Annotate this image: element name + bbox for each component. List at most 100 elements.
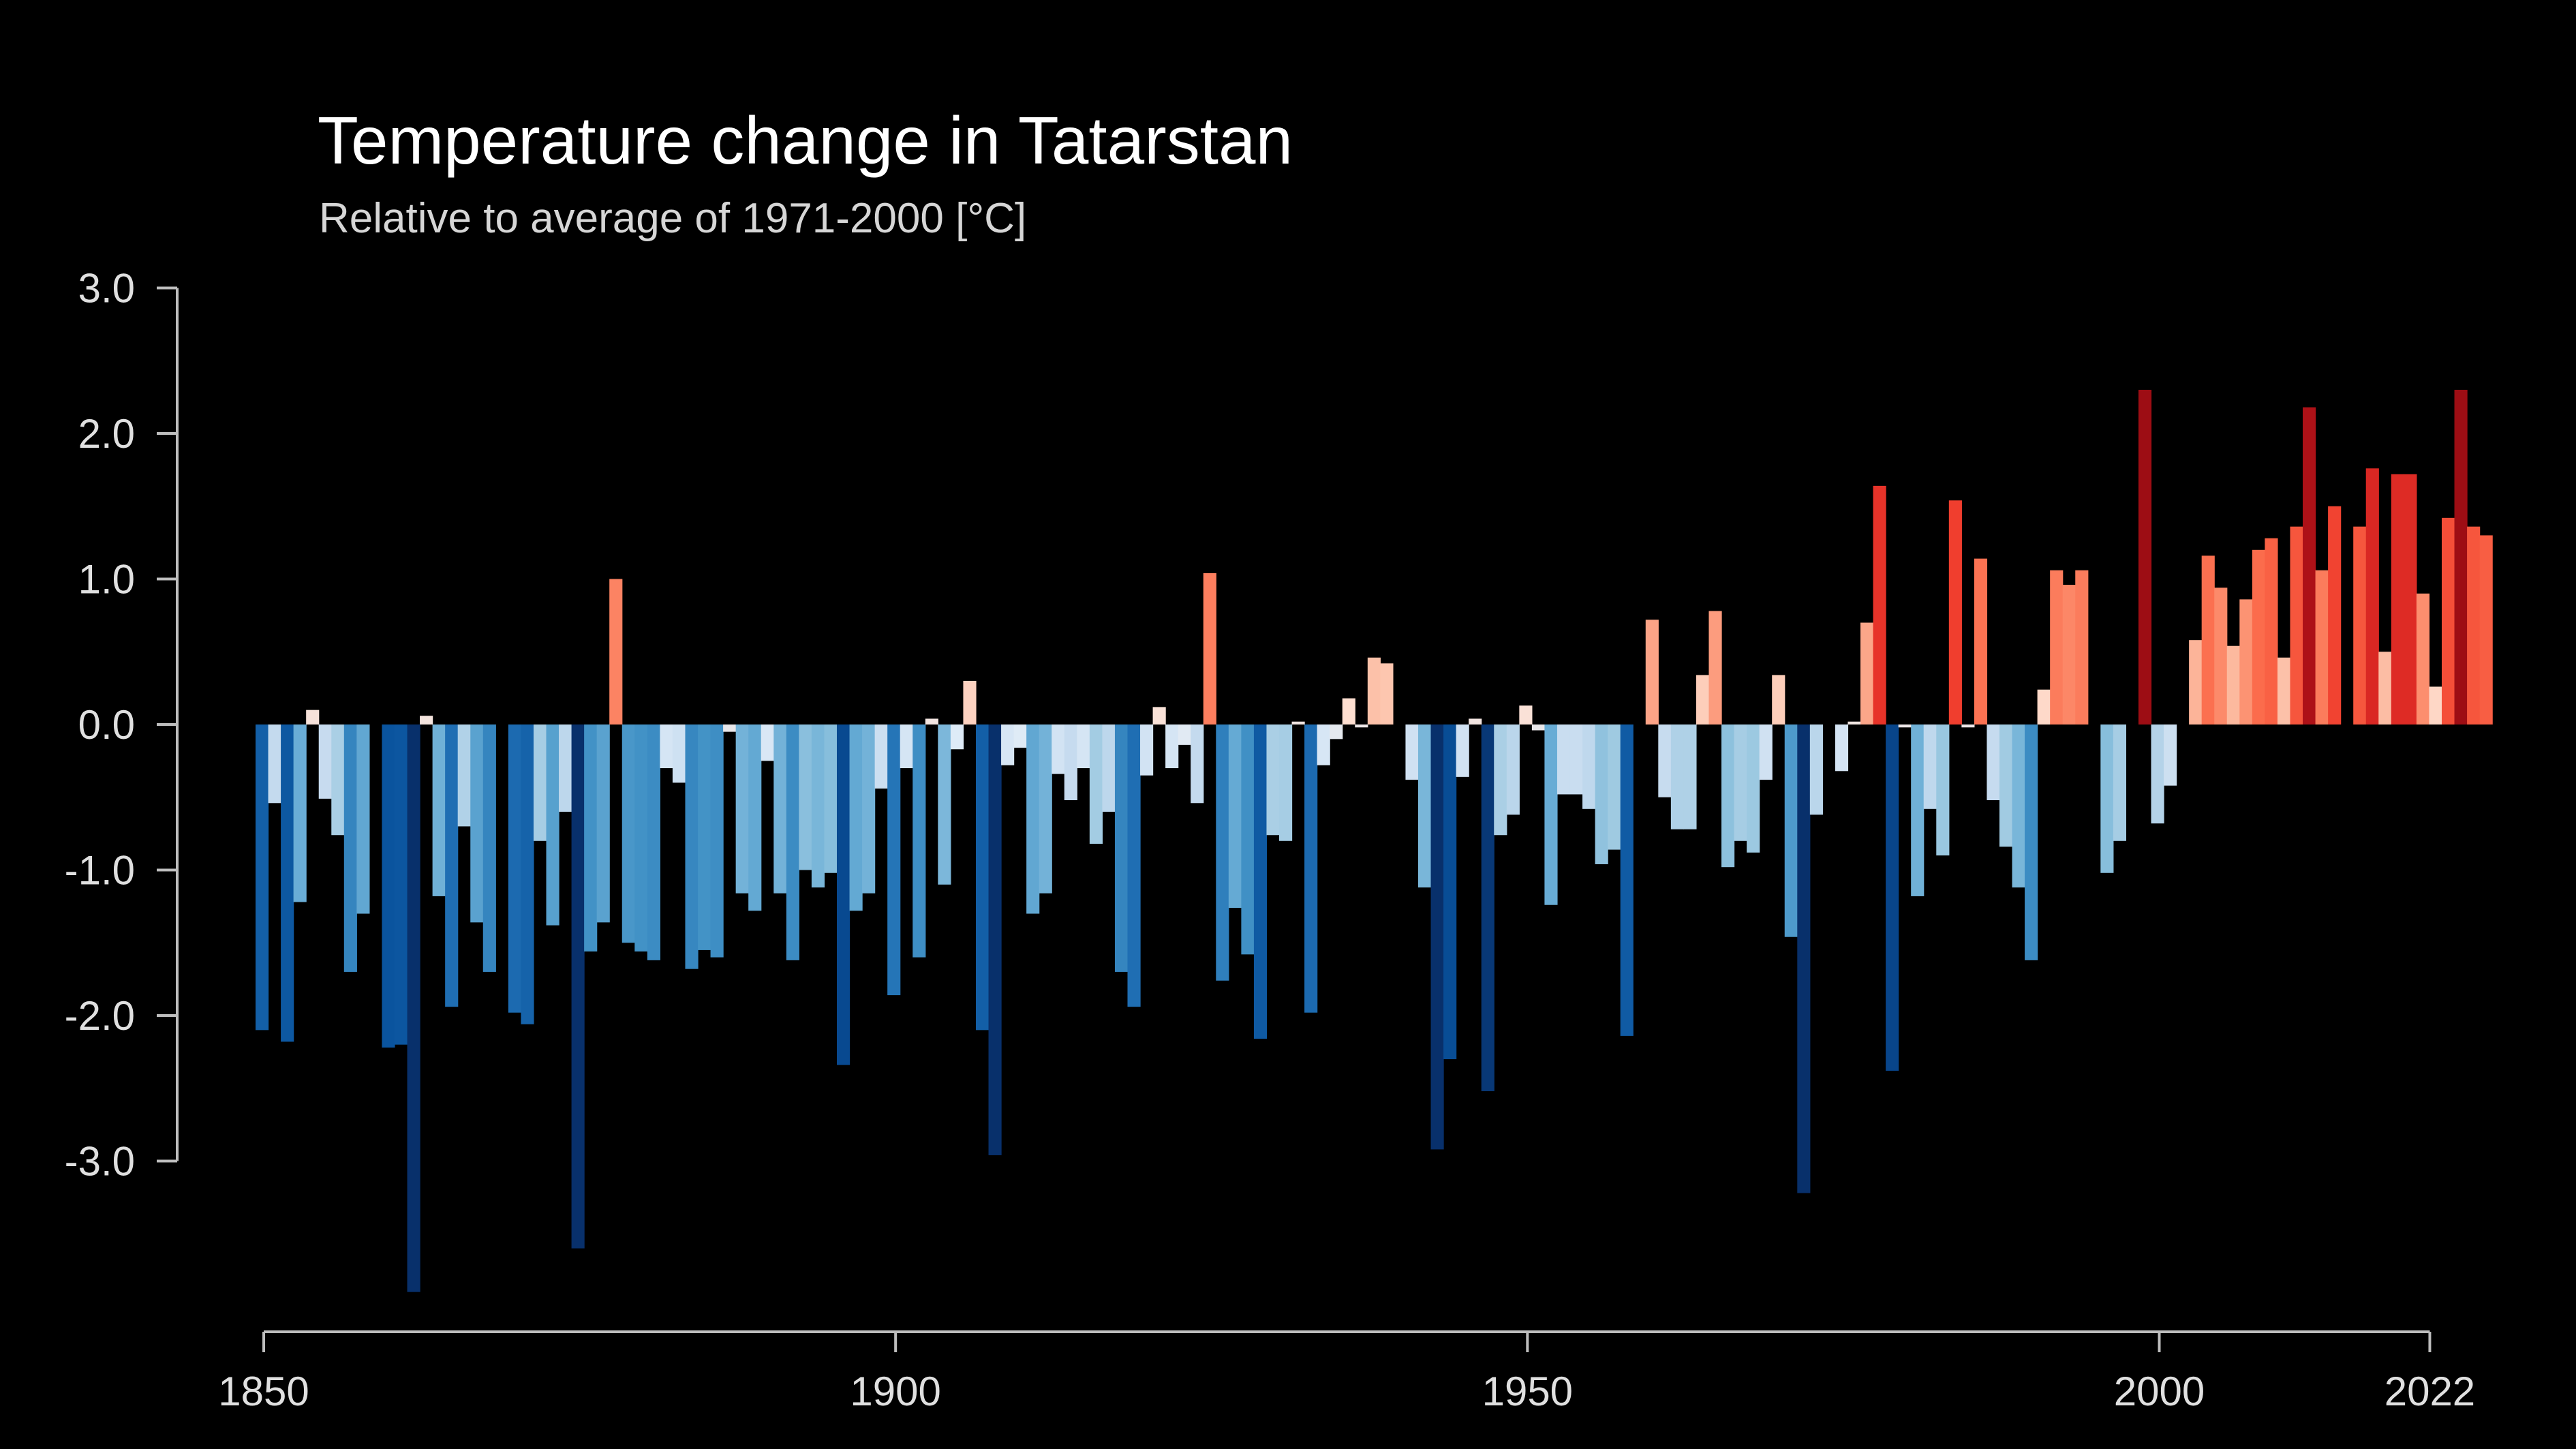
bar-1988 [1999,724,2012,846]
bar-1888 [736,724,749,894]
x-tick-label: 1950 [1482,1369,1573,1414]
bar-1877 [597,724,610,922]
bar-1938 [1368,658,1381,724]
bar-2021 [2417,594,2429,724]
bar-1950 [1519,705,1532,724]
bar-2013 [2316,570,2329,724]
bar-1878 [609,579,622,725]
bar-1916 [1090,724,1103,844]
bar-1921 [1153,707,1166,724]
bar-1973 [1810,724,1823,814]
bar-2000 [2151,724,2164,823]
bar-2022 [2429,686,2442,724]
bar-1861 [395,724,408,1045]
bar-1941 [1405,724,1418,780]
bar-1965 [1708,611,1721,724]
bar-1952 [1544,724,1557,905]
bar-1873 [547,724,559,926]
bar-1920 [1140,724,1153,776]
bar-1892 [786,724,799,960]
bar-1887 [723,724,736,732]
bar-1876 [584,724,597,951]
bar-1914 [1064,724,1077,800]
bar-series [256,390,2493,1292]
bar-1879 [622,724,635,943]
bar-1882 [660,724,673,768]
y-tick-label: 1.0 [78,557,135,603]
bar-1999 [2138,390,2151,724]
bar-2006 [2227,646,2240,724]
bar-1981 [1911,724,1924,896]
bar-1927 [1229,724,1242,908]
bar-1883 [673,724,686,782]
bar-1870 [508,724,521,1013]
bar-1907 [976,724,989,1030]
bar-1986 [1974,559,1987,724]
bar-1949 [1507,724,1520,814]
bar-1968 [1747,724,1760,853]
bar-1925 [1203,573,1216,724]
bar-1884 [685,724,698,969]
bar-1850 [256,724,269,1030]
x-tick-label: 1850 [218,1369,309,1414]
x-tick-label: 2000 [2114,1369,2205,1414]
bar-1928 [1241,724,1254,954]
bar-1852 [281,724,294,1041]
bar-1867 [470,724,483,922]
bar-1886 [711,724,724,958]
y-tick-label: -3.0 [65,1139,135,1185]
bar-1924 [1191,724,1203,803]
bar-1982 [1924,724,1937,809]
bar-1897 [850,724,863,911]
bar-1944 [1443,724,1456,1059]
bar-2012 [2303,408,2316,724]
bar-1912 [1039,724,1052,894]
bar-2009 [2265,538,2278,724]
bar-1903 [925,718,938,724]
bar-1994 [2075,570,2088,724]
bar-1954 [1570,724,1583,794]
bar-1966 [1721,724,1734,867]
bar-1885 [698,724,711,950]
bar-1955 [1582,724,1595,809]
bar-2025 [2467,527,2480,724]
bar-1894 [812,724,825,887]
bar-1872 [534,724,547,841]
bar-1939 [1380,663,1393,724]
bar-1855 [319,724,332,799]
bar-1972 [1797,724,1810,1193]
bar-1917 [1102,724,1115,812]
bar-1862 [408,724,420,1292]
bar-1933 [1304,724,1317,1013]
bar-1895 [824,724,837,873]
bar-1961 [1658,724,1671,797]
bar-1891 [773,724,786,894]
x-tick-label: 1900 [850,1369,940,1414]
bar-2008 [2252,550,2265,724]
bar-1930 [1266,724,1279,835]
bar-1904 [938,724,951,885]
bar-1898 [862,724,875,894]
bar-2018 [2378,652,2391,724]
bar-1935 [1330,724,1343,739]
bar-1906 [963,681,976,724]
bar-1990 [2025,724,2038,960]
bar-2010 [2278,658,2290,724]
y-tick-label: 2.0 [78,411,135,457]
bar-1963 [1683,724,1696,829]
bar-1978 [1873,486,1886,724]
bar-2023 [2442,518,2455,724]
bar-1890 [761,724,774,761]
bar-1971 [1785,724,1798,937]
bar-1977 [1860,623,1873,724]
bar-1915 [1077,724,1090,768]
bar-1905 [951,724,964,749]
bar-1900 [887,724,900,995]
bar-1902 [913,724,925,958]
y-tick-label: -1.0 [65,848,135,894]
bar-1946 [1469,718,1482,724]
bar-2007 [2239,599,2252,724]
bar-1856 [331,724,344,835]
bar-1875 [572,724,585,1249]
